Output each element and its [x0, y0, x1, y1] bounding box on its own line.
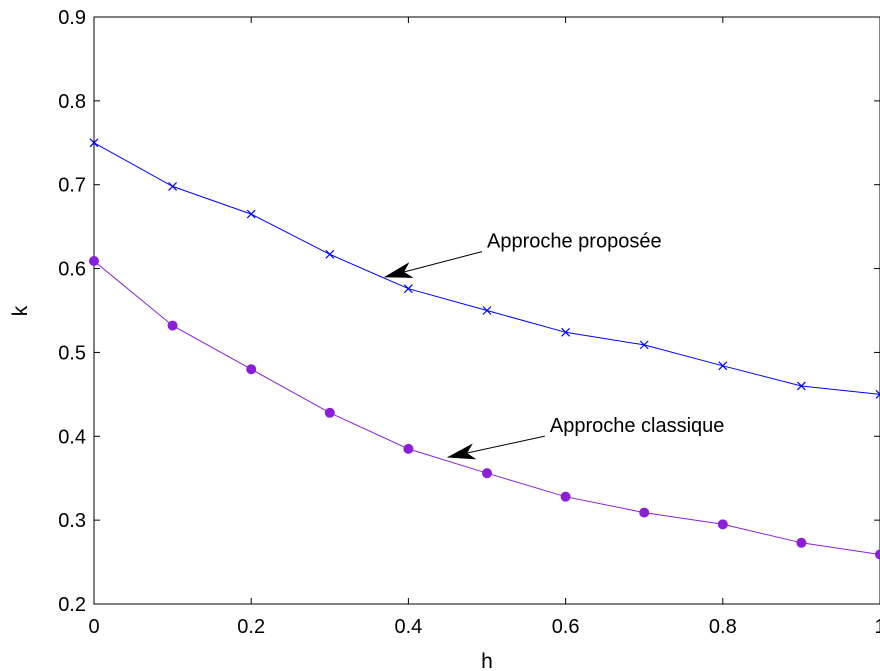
data-point-1 [561, 327, 571, 337]
data-point-2 [639, 507, 650, 518]
data-point-1 [796, 381, 806, 391]
annotations-layer: Approche proposée Approche classique [383, 231, 725, 460]
y-tick-label: 0.6 [58, 259, 86, 281]
data-point-1 [168, 181, 178, 191]
data-point-1 [246, 209, 256, 219]
data-point-1 [482, 306, 492, 315]
data-point-1 [89, 138, 99, 148]
data-point-2 [167, 320, 178, 331]
x-tick-label: 0.6 [552, 616, 580, 638]
x-tick-label: 0.4 [394, 616, 422, 638]
x-tick-label: 0 [88, 616, 99, 638]
data-point-2 [403, 443, 414, 454]
data-point-1 [639, 340, 649, 350]
data-point-1 [325, 249, 335, 259]
annotation-arrowhead-1 [383, 261, 414, 278]
y-tick-label: 0.4 [58, 426, 86, 448]
annotation-arrowhead-2 [446, 443, 477, 460]
data-point-2 [560, 491, 571, 502]
series-markers [89, 138, 880, 560]
data-point-2 [482, 468, 492, 479]
data-point-2 [246, 364, 257, 375]
y-tick-label: 0.2 [58, 594, 86, 616]
data-point-2 [717, 519, 728, 530]
ticks-layer: 00.20.40.60.810.20.30.40.50.60.70.80.9 [58, 7, 880, 638]
x-tick-label: 0.8 [709, 616, 737, 638]
data-point-2 [324, 407, 335, 418]
y-axis-label: k [9, 305, 32, 316]
y-tick-label: 0.8 [58, 91, 86, 113]
data-point-1 [875, 389, 880, 399]
x-tick-label: 1 [874, 616, 880, 638]
y-tick-label: 0.7 [58, 175, 86, 197]
x-tick-label: 0.2 [237, 616, 265, 638]
data-point-1 [403, 284, 413, 294]
data-point-2 [875, 549, 880, 560]
annotation-text-2: Approche classique [550, 415, 725, 437]
y-tick-label: 0.3 [58, 510, 86, 532]
annotation-text-1: Approche proposée [487, 231, 662, 253]
data-point-1 [718, 361, 728, 371]
x-axis-label: h [481, 650, 493, 671]
y-tick-label: 0.5 [58, 342, 86, 364]
data-point-2 [89, 256, 99, 267]
data-point-2 [796, 537, 807, 548]
y-tick-label: 0.9 [58, 7, 86, 29]
